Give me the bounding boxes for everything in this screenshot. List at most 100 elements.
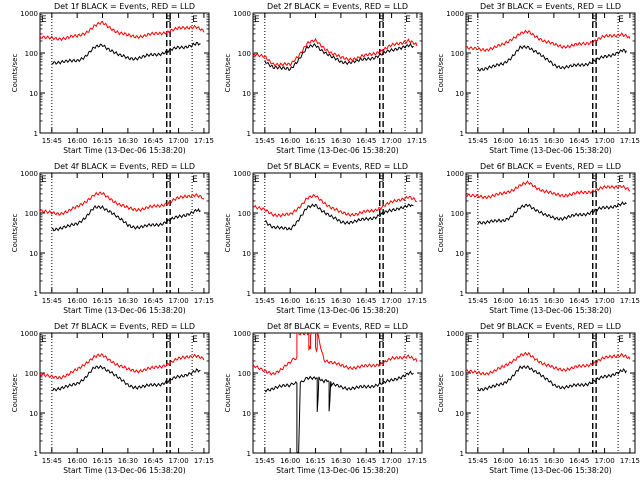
- y-tick-label: 1000: [446, 330, 464, 338]
- y-axis-label: Counts/sec: [437, 374, 445, 413]
- y-tick-label: 1000: [20, 170, 38, 178]
- panel-title: Det 9f BLACK = Events, RED = LLD: [480, 322, 621, 331]
- x-tick-label: 16:30: [544, 137, 564, 145]
- detector-panel: Det 5f BLACK = Events, RED = LLD 1 10 100 10…: [224, 162, 427, 315]
- x-tick-label: 17:15: [194, 137, 214, 145]
- x-tick-label: 16:30: [118, 457, 138, 465]
- y-tick-label: 1000: [20, 330, 38, 338]
- x-tick-label: 16:00: [280, 137, 300, 145]
- x-axis-label: Start Time (13-Dec-06 15:38:20): [63, 466, 185, 475]
- lld-series-line: [253, 193, 417, 218]
- lld-series-line: [466, 180, 631, 200]
- x-tick-label: 17:00: [381, 137, 401, 145]
- y-tick-label: 100: [25, 50, 38, 58]
- x-tick-label: 16:15: [518, 457, 538, 465]
- x-tick-label: 16:00: [493, 457, 513, 465]
- x-tick-label: 16:00: [67, 137, 87, 145]
- y-tick-label: 1000: [233, 330, 251, 338]
- interval-s-marker: S: [591, 175, 597, 185]
- plot-frame: [252, 172, 423, 294]
- y-tick-label: 100: [451, 370, 464, 378]
- x-axis-label: Start Time (13-Dec-06 15:38:20): [489, 146, 611, 155]
- interval-e-marker: E: [41, 335, 47, 345]
- y-tick-label: 100: [238, 50, 251, 58]
- events-series-line: [264, 203, 414, 231]
- x-axis-label: Start Time (13-Dec-06 15:38:20): [276, 306, 398, 315]
- events-series-line: [477, 365, 627, 392]
- interval-e-marker: E: [41, 175, 47, 185]
- x-tick-label: 16:45: [143, 137, 163, 145]
- interval-s-marker: S: [378, 15, 384, 25]
- plot-frame: [465, 12, 636, 134]
- y-tick-label: 1: [34, 130, 38, 138]
- x-tick-label: 17:15: [620, 457, 640, 465]
- x-tick-label: 17:00: [168, 137, 188, 145]
- x-tick-label: 16:15: [305, 297, 325, 305]
- y-tick-label: 10: [455, 90, 464, 98]
- detector-panel: Det 1f BLACK = Events, RED = LLD 1 10 100 10…: [11, 2, 214, 155]
- interval-e-marker: E: [618, 175, 624, 185]
- x-tick-label: 17:00: [594, 457, 614, 465]
- x-tick-label: 16:15: [518, 137, 538, 145]
- panel-title: Det 2f BLACK = Events, RED = LLD: [267, 2, 408, 11]
- detector-panel: Det 8f BLACK = Events, RED = LLD 1 10 100 10…: [224, 322, 427, 475]
- y-axis-label: Counts/sec: [437, 214, 445, 253]
- panel-title: Det 8f BLACK = Events, RED = LLD: [267, 322, 408, 331]
- x-tick-label: 17:15: [620, 137, 640, 145]
- x-tick-label: 16:00: [280, 457, 300, 465]
- x-tick-label: 16:30: [331, 137, 351, 145]
- x-tick-label: 17:15: [194, 297, 214, 305]
- x-tick-label: 17:15: [407, 137, 427, 145]
- y-tick-label: 1000: [20, 10, 38, 18]
- y-axis-label: Counts/sec: [224, 374, 232, 413]
- interval-e-marker: E: [618, 15, 624, 25]
- y-tick-label: 1: [34, 290, 38, 298]
- panel-title: Det 4f BLACK = Events, RED = LLD: [54, 162, 195, 171]
- y-tick-label: 1000: [446, 10, 464, 18]
- lld-series-line: [253, 37, 418, 67]
- interval-e-marker: E: [192, 335, 198, 345]
- interval-e-marker: E: [254, 175, 260, 185]
- y-tick-label: 1: [34, 450, 38, 458]
- x-tick-label: 16:45: [569, 137, 589, 145]
- x-axis-label: Start Time (13-Dec-06 15:38:20): [63, 306, 185, 315]
- x-tick-label: 15:45: [42, 457, 62, 465]
- y-tick-label: 1: [460, 130, 464, 138]
- x-tick-label: 16:30: [544, 457, 564, 465]
- x-tick-label: 16:00: [280, 297, 300, 305]
- x-tick-label: 16:15: [305, 137, 325, 145]
- y-tick-label: 100: [451, 210, 464, 218]
- interval-s-marker: S: [378, 335, 384, 345]
- x-axis-label: Start Time (13-Dec-06 15:38:20): [276, 466, 398, 475]
- lld-series-line: [40, 20, 205, 42]
- plot-frame: [252, 12, 423, 134]
- interval-e-marker: E: [467, 175, 473, 185]
- interval-e-marker: E: [192, 15, 198, 25]
- y-tick-label: 10: [242, 90, 251, 98]
- y-tick-label: 10: [29, 250, 38, 258]
- interval-e-marker: E: [405, 15, 411, 25]
- x-tick-label: 16:45: [569, 457, 589, 465]
- x-tick-label: 16:30: [331, 457, 351, 465]
- y-tick-label: 1000: [233, 10, 251, 18]
- y-tick-label: 100: [25, 370, 38, 378]
- y-tick-label: 100: [238, 370, 251, 378]
- detector-panel: Det 9f BLACK = Events, RED = LLD 1 10 100 10…: [437, 322, 640, 475]
- interval-s-marker: S: [591, 15, 597, 25]
- x-tick-label: 15:45: [255, 297, 275, 305]
- x-axis-label: Start Time (13-Dec-06 15:38:20): [276, 146, 398, 155]
- panel-title: Det 5f BLACK = Events, RED = LLD: [267, 162, 408, 171]
- x-tick-label: 17:15: [407, 297, 427, 305]
- y-axis-label: Counts/sec: [224, 54, 232, 93]
- interval-s-marker: S: [165, 175, 171, 185]
- interval-e-marker: E: [192, 175, 198, 185]
- y-tick-label: 1: [460, 290, 464, 298]
- events-series-line: [477, 200, 627, 225]
- x-tick-label: 16:45: [356, 457, 376, 465]
- interval-e-marker: E: [467, 15, 473, 25]
- x-tick-label: 16:45: [569, 297, 589, 305]
- x-tick-label: 16:15: [92, 457, 112, 465]
- panel-title: Det 7f BLACK = Events, RED = LLD: [54, 322, 195, 331]
- plot-frame: [252, 332, 423, 454]
